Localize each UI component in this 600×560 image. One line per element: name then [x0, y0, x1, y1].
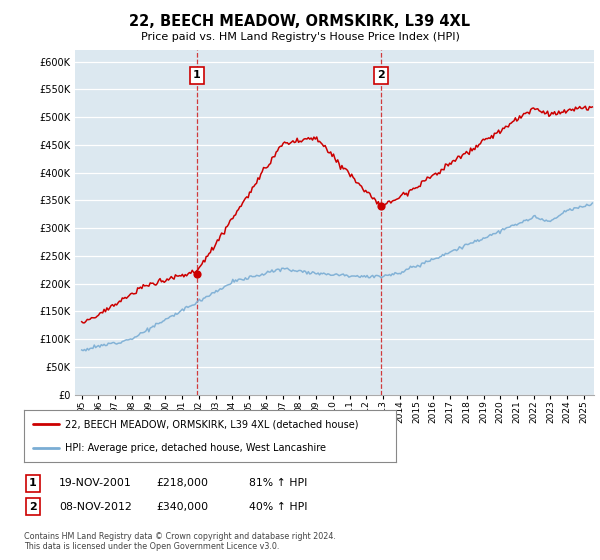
- Text: 1: 1: [193, 71, 201, 81]
- Text: 2: 2: [377, 71, 385, 81]
- Point: [192, 269, 202, 278]
- Text: 1: 1: [29, 478, 37, 488]
- Text: 81% ↑ HPI: 81% ↑ HPI: [249, 478, 307, 488]
- Text: 22, BEECH MEADOW, ORMSKIRK, L39 4XL: 22, BEECH MEADOW, ORMSKIRK, L39 4XL: [130, 14, 470, 29]
- Text: 2: 2: [29, 502, 37, 512]
- Text: HPI: Average price, detached house, West Lancashire: HPI: Average price, detached house, West…: [65, 443, 326, 453]
- Text: £340,000: £340,000: [156, 502, 208, 512]
- Text: Contains HM Land Registry data © Crown copyright and database right 2024.
This d: Contains HM Land Registry data © Crown c…: [24, 532, 336, 552]
- Text: 08-NOV-2012: 08-NOV-2012: [59, 502, 131, 512]
- Text: 40% ↑ HPI: 40% ↑ HPI: [249, 502, 308, 512]
- Point: [376, 202, 386, 211]
- Text: 22, BEECH MEADOW, ORMSKIRK, L39 4XL (detached house): 22, BEECH MEADOW, ORMSKIRK, L39 4XL (det…: [65, 419, 358, 430]
- Text: Price paid vs. HM Land Registry's House Price Index (HPI): Price paid vs. HM Land Registry's House …: [140, 32, 460, 43]
- Text: £218,000: £218,000: [156, 478, 208, 488]
- Text: 19-NOV-2001: 19-NOV-2001: [59, 478, 131, 488]
